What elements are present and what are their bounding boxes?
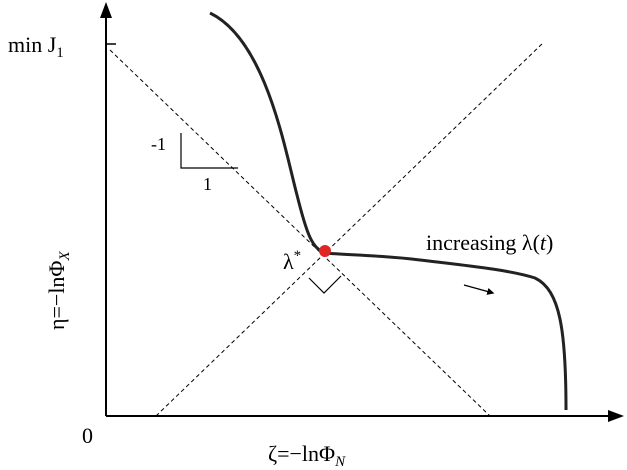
right-angle-marker [308,275,342,294]
dashed-line-ascending [155,41,545,417]
dashed-line-descending [109,49,491,417]
slope-triangle [180,133,238,169]
x-axis-arrowhead [608,410,624,422]
y-tick-label-min-j1: min J1 [8,32,64,61]
optimum-point [319,245,331,257]
y-axis-label: η=−lnΦX [44,250,73,330]
slope-run-label: 1 [203,174,212,194]
origin-label: 0 [82,423,93,448]
x-axis-label: ζ=−lnΦN [268,441,346,470]
lambda-star-label: λ* [283,248,301,274]
y-axis-arrowhead [100,2,112,18]
slope-rise-label: -1 [151,134,166,154]
pareto-curve [209,11,568,411]
direction-arrow [463,284,495,295]
curve-label: increasing λ(t) [426,230,553,255]
